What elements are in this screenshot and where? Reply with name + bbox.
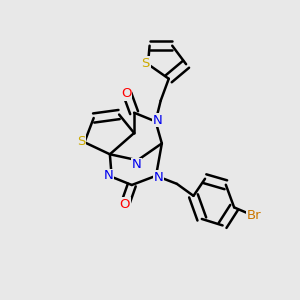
- Text: Br: Br: [247, 208, 262, 221]
- Text: N: N: [153, 114, 163, 127]
- Text: O: O: [120, 198, 130, 211]
- Text: N: N: [154, 171, 163, 184]
- Text: S: S: [142, 56, 150, 70]
- Text: N: N: [132, 158, 141, 171]
- Text: O: O: [121, 87, 131, 100]
- Text: S: S: [77, 135, 85, 148]
- Text: N: N: [103, 169, 113, 182]
